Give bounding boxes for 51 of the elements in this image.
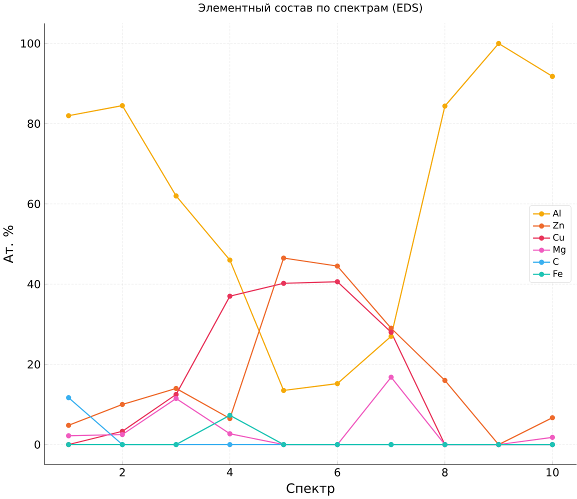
x-tick-label: 10 [546, 468, 559, 476]
x-axis-title: Спектр [286, 483, 334, 496]
point [120, 402, 125, 408]
point [120, 103, 125, 108]
point [66, 433, 72, 438]
y-tick-label: 0 [34, 440, 40, 449]
point [281, 388, 286, 394]
point [66, 395, 72, 400]
point [227, 412, 232, 418]
chart-title: Элементный состав по спектрам (EDS) [198, 3, 422, 14]
point [550, 415, 556, 420]
point [334, 264, 340, 269]
legend-label: Mg [554, 246, 566, 255]
point [334, 279, 340, 284]
point [388, 334, 394, 339]
legend-label: C [553, 258, 558, 265]
legend-label: Al [552, 210, 560, 217]
legend-label: Cu [553, 234, 564, 241]
point [174, 193, 179, 199]
point [442, 378, 448, 384]
point [66, 422, 72, 428]
legend-label: Zn [553, 222, 564, 229]
point [334, 381, 340, 386]
y-tick-label: 40 [27, 280, 40, 288]
point [227, 258, 232, 263]
y-axis-title: Ат. % [3, 226, 14, 264]
point [388, 326, 394, 331]
y-tick-label: 60 [28, 200, 40, 208]
point [496, 40, 502, 46]
x-tick-label: 8 [442, 468, 448, 476]
point [550, 434, 556, 440]
point [227, 431, 232, 436]
point [227, 442, 232, 448]
y-tick-label: 20 [28, 360, 40, 369]
y-tick-label: 100 [21, 39, 40, 48]
point [388, 374, 394, 380]
point [120, 432, 125, 438]
point [281, 256, 286, 261]
point [442, 104, 448, 109]
y-tick-label: 80 [28, 120, 40, 128]
x-tick-label: 2 [120, 468, 125, 476]
point [174, 386, 179, 392]
point [227, 294, 232, 299]
point [388, 330, 394, 335]
point [66, 113, 72, 118]
legend-label: Fe [554, 270, 562, 278]
point [550, 74, 556, 80]
point [281, 280, 286, 286]
x-tick-label: 4 [226, 468, 233, 476]
x-tick-label: 6 [334, 468, 340, 476]
point [174, 396, 179, 402]
